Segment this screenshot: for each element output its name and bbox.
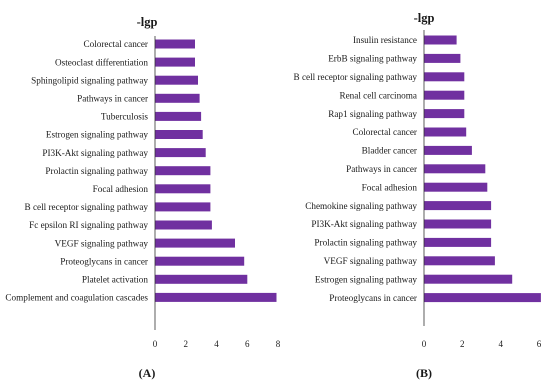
category-label: Sphingolipid signaling pathway (31, 75, 148, 85)
bar (155, 93, 200, 103)
panel-a: -lgp Colorectal cancer Osteoclast differen… (5, 15, 280, 380)
panel-label: (B) (416, 366, 432, 380)
bar (424, 293, 541, 303)
category-label: Proteoglycans in cancer (329, 293, 417, 303)
category-label: Colorectal cancer (83, 39, 148, 49)
panel-label: (A) (139, 366, 156, 380)
bar (155, 220, 212, 230)
bar (155, 166, 211, 176)
bar (424, 201, 492, 211)
bar (155, 130, 203, 139)
category-label: Prolactin signaling pathway (314, 238, 417, 248)
x-tick-label: 6 (537, 339, 542, 349)
bar (424, 145, 472, 155)
bar (155, 184, 211, 194)
x-tick-label: 2 (460, 339, 465, 349)
category-label: Fc epsilon RI signaling pathway (29, 220, 148, 230)
category-label: Tuberculosis (101, 112, 149, 122)
category-label: Pathways in cancer (346, 164, 417, 174)
bar (424, 237, 492, 247)
category-label: Bladder cancer (362, 146, 417, 156)
category-label: Colorectal cancer (352, 127, 417, 137)
panel-b: -lgp Insulin resistance ErbB signaling pat… (294, 11, 542, 380)
category-label: ErbB signaling pathway (328, 54, 417, 64)
bar (155, 238, 235, 248)
x-tick-label: 6 (245, 339, 250, 349)
category-label: VEGF signaling pathway (55, 238, 149, 248)
category-label: Chemokine signaling pathway (305, 201, 417, 211)
bar (155, 148, 206, 158)
bar (424, 53, 461, 63)
bar (155, 75, 198, 85)
x-tick-label: 4 (498, 339, 503, 349)
bar (424, 127, 467, 137)
category-label: PI3K-Akt signaling pathway (311, 219, 417, 229)
category-label: Rap1 signaling pathway (328, 109, 417, 119)
category-label: B cell receptor signaling pathway (294, 72, 418, 82)
category-label: Focal adhesion (93, 184, 149, 194)
bar (155, 292, 277, 302)
category-label: Proteoglycans in cancer (60, 256, 148, 266)
bar (155, 57, 195, 67)
x-tick-label: 8 (276, 339, 281, 349)
category-label: Osteoclast differentiation (55, 57, 148, 67)
category-label: Platelet activation (82, 275, 148, 285)
bar (424, 182, 488, 192)
category-label: Complement and coagulation cascades (5, 293, 148, 303)
x-tick-label: 4 (214, 339, 219, 349)
bar (155, 274, 248, 284)
category-label: Pathways in cancer (77, 94, 148, 104)
category-label: Estrogen signaling pathway (315, 274, 417, 284)
x-tick-label: 0 (153, 339, 158, 349)
bar (155, 256, 245, 266)
chart-title: -lgp (137, 15, 158, 29)
category-label: PI3K-Akt signaling pathway (42, 148, 148, 158)
bar (424, 219, 492, 229)
chart-title: -lgp (414, 11, 435, 25)
x-tick-label: 0 (422, 339, 427, 349)
x-tick-label: 2 (184, 339, 189, 349)
bar (424, 90, 465, 100)
bar (424, 164, 486, 174)
bar (424, 72, 465, 82)
category-label: Renal cell carcinoma (339, 90, 417, 100)
bar (155, 111, 202, 121)
bar (155, 202, 211, 212)
bar (424, 256, 495, 266)
category-label: Prolactin signaling pathway (45, 166, 148, 176)
category-label: B cell receptor signaling pathway (25, 202, 149, 212)
bar (424, 274, 513, 284)
bar (155, 39, 195, 49)
category-label: Insulin resistance (353, 35, 417, 45)
category-label: VEGF signaling pathway (324, 256, 418, 266)
bar (424, 109, 465, 119)
category-label: Estrogen signaling pathway (46, 130, 148, 140)
bar (424, 35, 457, 45)
category-label: Focal adhesion (362, 182, 418, 192)
